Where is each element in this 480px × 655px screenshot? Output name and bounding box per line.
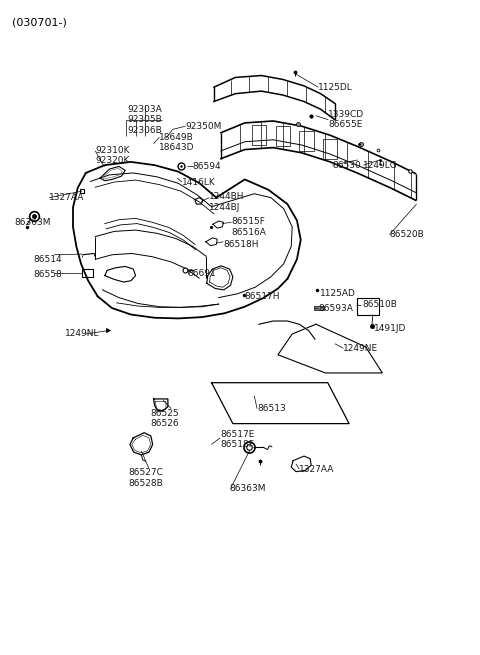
Polygon shape	[313, 306, 324, 310]
Text: 92350M: 92350M	[185, 122, 222, 130]
Text: 92310K
92320K: 92310K 92320K	[96, 145, 130, 165]
Text: 86515F
86516A: 86515F 86516A	[231, 217, 266, 236]
Text: 1125DL: 1125DL	[318, 83, 353, 92]
Text: 86558: 86558	[34, 270, 62, 279]
Text: 1244BH
1244BJ: 1244BH 1244BJ	[209, 193, 245, 212]
Text: 86513: 86513	[257, 404, 286, 413]
Text: 86530: 86530	[333, 160, 361, 170]
Text: 86520B: 86520B	[389, 230, 424, 239]
Text: 86525
86526: 86525 86526	[151, 409, 180, 428]
Text: 86363M: 86363M	[229, 484, 266, 493]
Text: 86527C
86528B: 86527C 86528B	[129, 468, 163, 488]
Text: 1249NL: 1249NL	[64, 329, 99, 339]
Text: 18649B
18643D: 18649B 18643D	[159, 133, 195, 152]
Text: 1327AA: 1327AA	[49, 193, 84, 202]
Text: 86691: 86691	[188, 269, 216, 278]
Text: 1416LK: 1416LK	[182, 178, 216, 187]
Text: 1491JD: 1491JD	[374, 324, 407, 333]
Text: 1249LG: 1249LG	[363, 160, 398, 170]
Text: 1125AD: 1125AD	[320, 289, 356, 297]
Text: 92303A
92305B
92306B: 92303A 92305B 92306B	[128, 105, 163, 134]
Text: 1249NE: 1249NE	[343, 344, 379, 353]
Text: 86594: 86594	[192, 162, 221, 171]
Text: (030701-): (030701-)	[12, 17, 67, 27]
Text: 1339CD
86655E: 1339CD 86655E	[328, 110, 364, 130]
Text: 1327AA: 1327AA	[300, 464, 335, 474]
Text: 86518H: 86518H	[223, 240, 259, 249]
Text: 86517H: 86517H	[245, 292, 280, 301]
Text: 86363M: 86363M	[14, 218, 51, 227]
Text: 86514: 86514	[34, 255, 62, 264]
Text: 86510B: 86510B	[362, 300, 397, 309]
Text: 86517E
86518F: 86517E 86518F	[220, 430, 254, 449]
Text: 86593A: 86593A	[318, 303, 353, 312]
